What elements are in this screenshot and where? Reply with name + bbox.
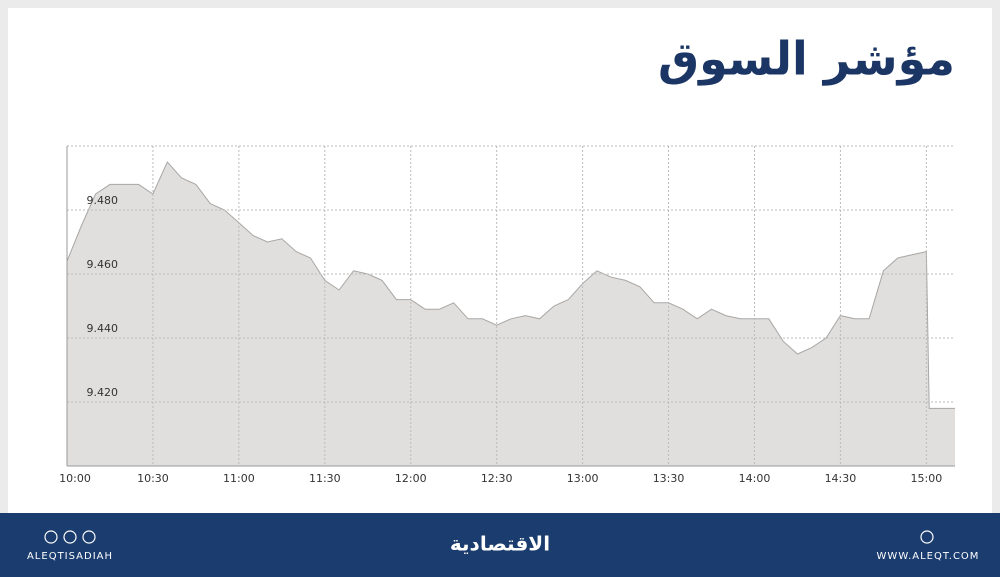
x-tick-label: 11:00 (223, 472, 255, 485)
chart-title: مؤشر السوق (658, 32, 955, 86)
x-tick-label: 14:30 (825, 472, 857, 485)
social-icons (44, 530, 934, 544)
footer-right: WWW.ALEQT.COM (877, 551, 980, 562)
x-tick-label: 13:00 (567, 472, 599, 485)
x-tick-label: 15:00 (911, 472, 943, 485)
x-tick-label: 13:30 (653, 472, 685, 485)
y-tick-label: 9.480 (87, 194, 119, 207)
x-tick-label: 14:00 (739, 472, 771, 485)
x-tick-label: 12:30 (481, 472, 513, 485)
footer (0, 513, 1000, 577)
y-tick-label: 9.440 (87, 322, 119, 335)
area-fill (67, 162, 955, 466)
footer-left: ALEQTISADIAH (27, 551, 113, 562)
x-tick-label: 11:30 (309, 472, 341, 485)
area-line (66, 161, 955, 409)
x-tick-label: 10:30 (137, 472, 169, 485)
x-tick-label: 10:00 (59, 472, 91, 485)
y-tick-label: 9.420 (87, 386, 119, 399)
y-tick-label: 9.460 (87, 258, 119, 271)
x-tick-label: 12:00 (395, 472, 427, 485)
footer-logo: الاقتصادية (450, 532, 550, 556)
